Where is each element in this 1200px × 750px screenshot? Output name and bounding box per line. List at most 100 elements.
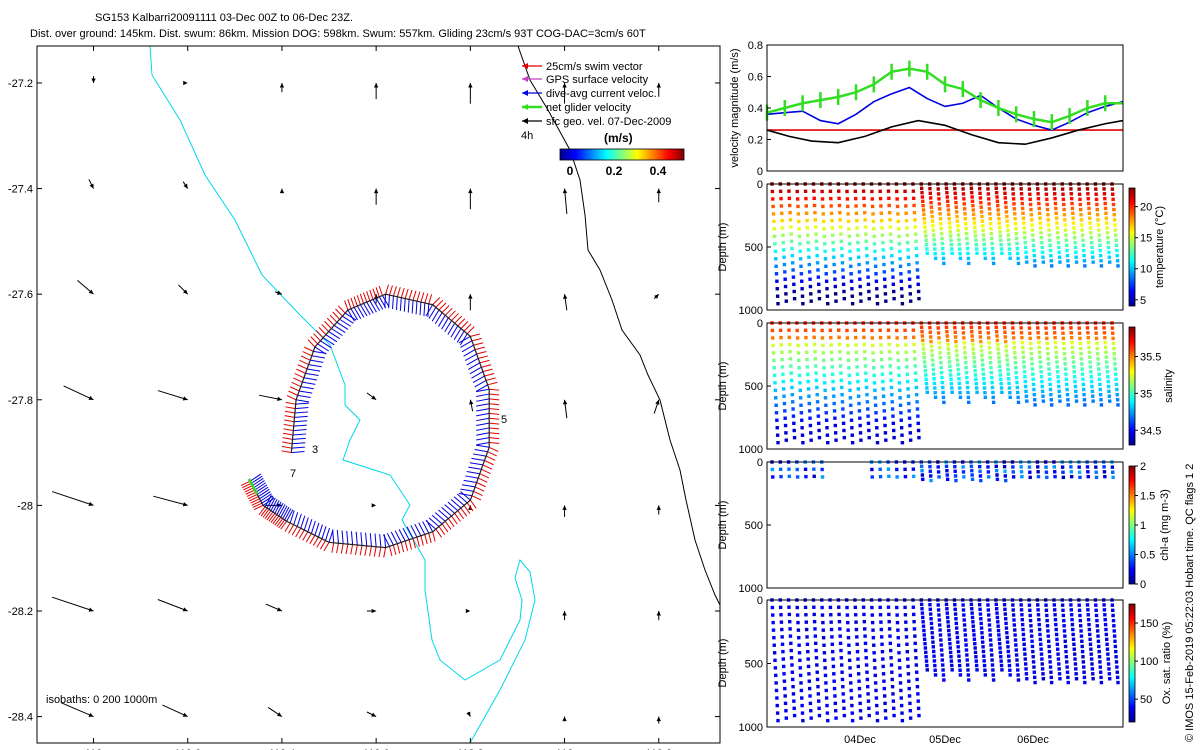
sal-sample <box>905 372 910 376</box>
ox-sample <box>987 618 991 622</box>
temp-sample <box>1045 207 1050 212</box>
temp-sample <box>939 221 943 226</box>
temp-sample <box>816 268 820 272</box>
ox-sample <box>1086 608 1090 612</box>
sal-sample <box>1052 326 1057 330</box>
chl-sample <box>1102 465 1106 469</box>
temp-sample <box>1063 218 1067 222</box>
swim-vector <box>457 318 466 327</box>
temp-sample <box>1104 216 1109 220</box>
dac-vector <box>407 299 410 313</box>
swim-vector <box>244 487 254 493</box>
temp-sample <box>904 204 908 208</box>
temp-sample <box>1104 211 1108 215</box>
dac-vector <box>474 449 488 453</box>
swim-vector <box>469 499 477 509</box>
dac-vector <box>284 508 292 521</box>
sal-sample <box>898 388 902 393</box>
sal-sample <box>840 385 844 390</box>
temp-sample <box>931 224 935 228</box>
ox-sample <box>874 696 879 700</box>
temp-sample <box>1088 221 1092 225</box>
ox-sample <box>838 634 842 638</box>
ox-sample <box>930 635 935 640</box>
temp-sample <box>1037 206 1041 211</box>
ox-sample <box>807 686 812 691</box>
sal-sample <box>872 381 877 385</box>
sal-sample <box>954 339 958 344</box>
sal-sample <box>1037 345 1041 350</box>
dac-vector <box>406 526 414 539</box>
chl-sample <box>936 465 940 469</box>
ox-sample <box>988 628 992 632</box>
sal-sample <box>826 441 830 445</box>
temp-sample <box>806 240 810 245</box>
temp-sample <box>997 225 1002 230</box>
temp-sample <box>887 203 891 208</box>
sal-sample <box>991 395 995 400</box>
sal-sample <box>1089 370 1093 374</box>
ox-sample <box>1105 647 1110 651</box>
sal-sample <box>859 438 863 442</box>
temp-sample <box>823 242 827 246</box>
ox-sample <box>791 692 796 696</box>
temp-sample <box>1003 191 1007 195</box>
sal-sample <box>1065 382 1069 387</box>
sal-sample <box>897 381 902 385</box>
chl-sample <box>1069 470 1073 474</box>
swim-vector <box>345 544 349 555</box>
ox-sample <box>882 694 887 698</box>
sal-sample <box>938 356 943 360</box>
sal-sample <box>809 431 813 435</box>
sal-sample <box>1086 340 1091 345</box>
swim-vector <box>270 514 278 523</box>
temp-sample <box>830 233 835 237</box>
ox-sample <box>1085 603 1090 607</box>
sal-sample <box>1091 394 1095 398</box>
sal-sample <box>1099 398 1103 402</box>
temp-sample <box>989 226 993 231</box>
ox-sample <box>1038 632 1042 637</box>
sal-sample <box>830 365 834 369</box>
dac-vector <box>460 491 471 501</box>
sfc-vector-head <box>183 80 188 86</box>
temp-sample <box>932 238 936 242</box>
sal-sample <box>1094 336 1099 341</box>
sal-sample <box>920 329 924 334</box>
temp-sample <box>924 234 928 238</box>
temp-sample <box>1036 187 1040 191</box>
ox-sample <box>855 635 859 639</box>
ox-sample <box>881 664 885 669</box>
temp-sample <box>1087 206 1091 211</box>
sal-sample <box>1033 403 1037 407</box>
sal-sample <box>853 328 858 333</box>
temp-sample <box>921 199 925 204</box>
ox-sample <box>900 718 905 723</box>
swim-vector <box>291 526 298 536</box>
temp-sample <box>821 219 826 224</box>
temp-sample <box>1058 260 1062 264</box>
dac-vector <box>444 320 452 333</box>
temp-sample <box>916 282 920 287</box>
temp-sample <box>788 210 792 215</box>
ox-sample <box>781 664 786 669</box>
ox-sample <box>904 635 909 639</box>
ox-sample <box>939 648 944 652</box>
sal-sample <box>933 390 937 395</box>
temp-sample <box>1053 201 1058 206</box>
sal-sample <box>1032 387 1036 392</box>
dac-vector <box>438 509 449 519</box>
sal-sample <box>988 356 992 360</box>
ox-sample <box>846 628 850 632</box>
sal-sample <box>790 385 794 390</box>
ox-sample <box>940 653 944 657</box>
ox-sample <box>974 663 979 668</box>
dac-vector <box>468 362 481 370</box>
ox-sample <box>972 637 977 641</box>
sal-sample <box>939 360 943 365</box>
ox-sample <box>880 649 885 654</box>
sal-sample <box>1014 370 1018 375</box>
sal-sample <box>1082 392 1086 397</box>
temp-sample <box>1048 238 1052 243</box>
sal-sample <box>1114 377 1118 382</box>
